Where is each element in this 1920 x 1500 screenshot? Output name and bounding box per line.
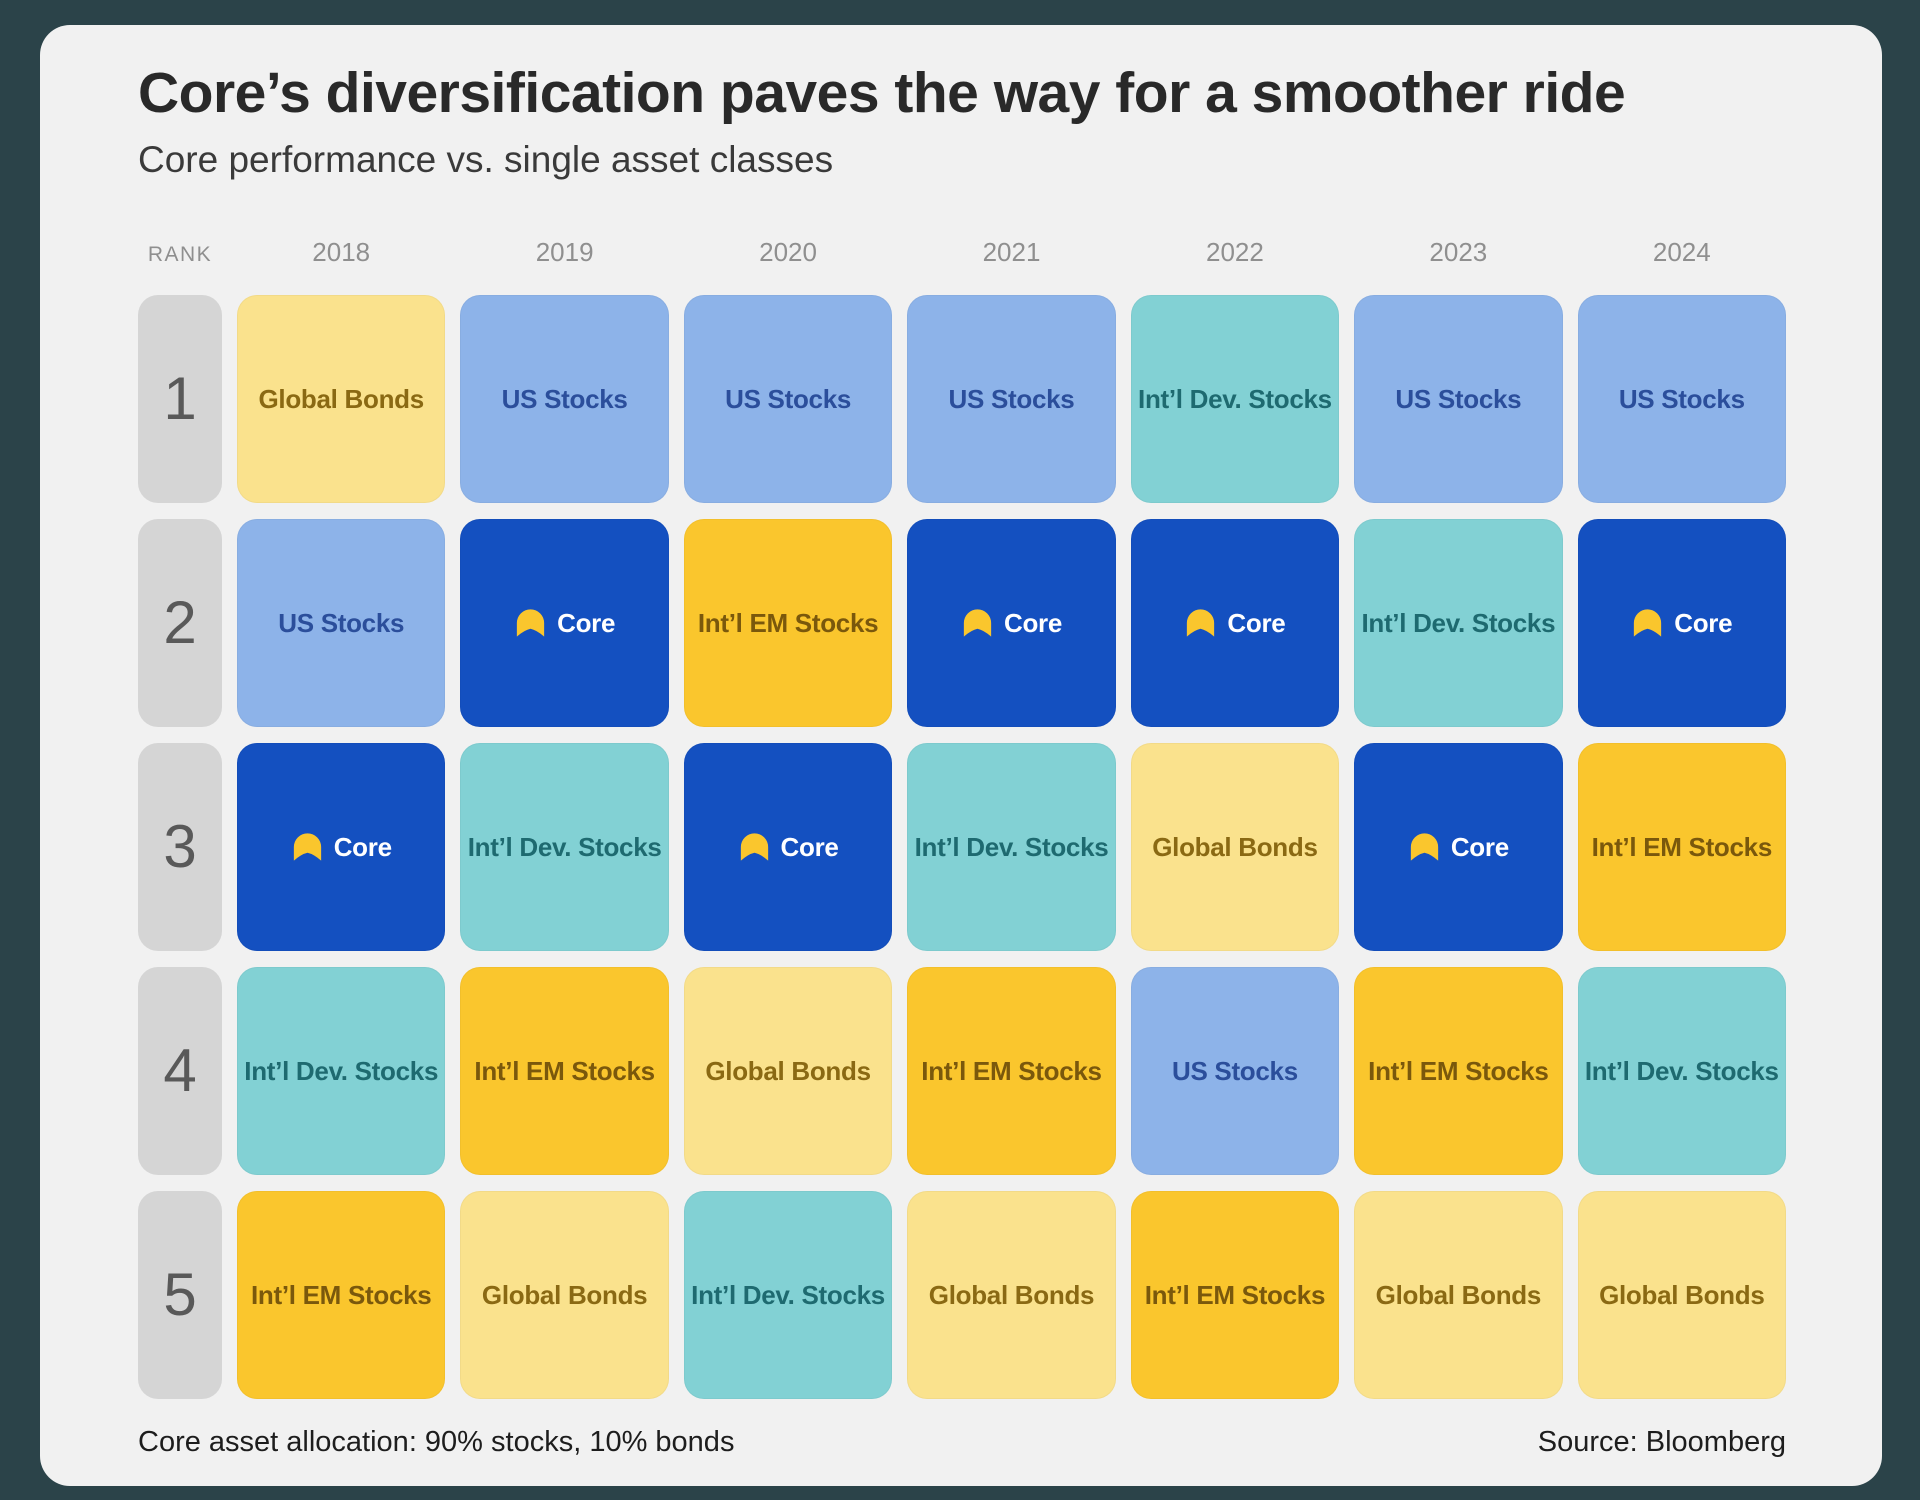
- asset-tile-2020-rank3: Core: [683, 742, 893, 951]
- core-logo-icon: [1187, 609, 1215, 637]
- rank-label-2: 2: [138, 518, 222, 727]
- asset-tile-2020-rank5: Int’l Dev. Stocks: [683, 1190, 893, 1399]
- asset-tile-2023-rank5: Global Bonds: [1354, 1190, 1563, 1399]
- asset-tile-2021-rank3: Int’l Dev. Stocks: [907, 742, 1116, 951]
- rank-label-4: 4: [138, 966, 222, 1175]
- asset-tile-2023-rank2: Int’l Dev. Stocks: [1354, 518, 1563, 727]
- asset-tile-2019-rank2: Core: [460, 518, 669, 727]
- asset-tile-2018-rank3: Core: [237, 742, 446, 951]
- asset-tile-2019-rank4: Int’l EM Stocks: [460, 966, 669, 1175]
- asset-tile-2018-rank5: Int’l EM Stocks: [237, 1190, 446, 1399]
- ranking-grid: RANK 2018 2019 2020 2021 2022 2023 2024 1 Global …: [138, 233, 1786, 1399]
- asset-tile-2023-rank4: Int’l EM Stocks: [1354, 966, 1563, 1175]
- core-logo-icon: [1634, 609, 1662, 637]
- year-header-2022: 2022: [1206, 236, 1264, 267]
- asset-label: Global Bonds: [1152, 831, 1318, 862]
- asset-tile-2018-rank2: US Stocks: [237, 518, 446, 727]
- asset-label: Global Bonds: [1599, 1279, 1765, 1310]
- asset-label: Int’l EM Stocks: [1144, 1279, 1326, 1310]
- asset-label: Global Bonds: [705, 1055, 871, 1086]
- asset-label: Core: [1003, 607, 1063, 638]
- asset-tile-2021-rank2: Core: [907, 518, 1116, 727]
- asset-tile-2024-rank5: Global Bonds: [1577, 1190, 1786, 1399]
- rank-column-header: RANK: [147, 242, 213, 266]
- core-logo-icon: [1410, 833, 1438, 861]
- asset-label: Int’l Dev. Stocks: [1138, 383, 1332, 414]
- asset-label: Int’l Dev. Stocks: [691, 1279, 885, 1310]
- asset-label: Core: [557, 607, 616, 638]
- asset-label: US Stocks: [1395, 383, 1522, 414]
- core-logo-icon: [963, 609, 992, 637]
- year-header-2019: 2019: [535, 236, 594, 267]
- chart-footer: Core asset allocation: 90% stocks, 10% b…: [138, 1425, 1786, 1460]
- asset-label: Global Bonds: [1375, 1279, 1542, 1310]
- footnote-allocation: Core asset allocation: 90% stocks, 10% b…: [138, 1425, 735, 1458]
- year-header-2018: 2018: [312, 236, 371, 267]
- asset-label: US Stocks: [1171, 1055, 1298, 1086]
- core-logo-icon: [740, 833, 768, 861]
- asset-tile-2024-rank4: Int’l Dev. Stocks: [1577, 966, 1786, 1175]
- asset-label: Core: [333, 831, 392, 862]
- asset-label: Int’l EM Stocks: [474, 1055, 655, 1086]
- asset-tile-2022-rank4: US Stocks: [1130, 966, 1340, 1175]
- asset-tile-2020-rank2: Int’l EM Stocks: [683, 518, 893, 727]
- rank-label-1: 1: [138, 294, 222, 503]
- asset-label: Int’l Dev. Stocks: [244, 1055, 439, 1086]
- year-header-2024: 2024: [1652, 236, 1711, 267]
- asset-label: Global Bonds: [928, 1279, 1095, 1310]
- asset-tile-2019-rank1: US Stocks: [460, 294, 669, 503]
- asset-label: Core: [780, 831, 839, 862]
- asset-tile-2021-rank1: US Stocks: [907, 294, 1116, 503]
- asset-label: Int’l EM Stocks: [921, 1055, 1102, 1086]
- asset-tile-2024-rank3: Int’l EM Stocks: [1577, 742, 1786, 951]
- core-logo-icon: [293, 833, 321, 861]
- asset-label: Int’l EM Stocks: [251, 1279, 432, 1310]
- asset-label: US Stocks: [278, 607, 405, 638]
- chart-title: Core’s diversification paves the way for…: [138, 61, 1626, 125]
- asset-tile-2023-rank3: Core: [1354, 742, 1563, 951]
- asset-label: Int’l Dev. Stocks: [1584, 1055, 1779, 1086]
- asset-label: US Stocks: [501, 383, 628, 414]
- asset-tile-2022-rank1: Int’l Dev. Stocks: [1130, 294, 1340, 503]
- asset-tile-2019-rank3: Int’l Dev. Stocks: [460, 742, 669, 951]
- asset-tile-2021-rank5: Global Bonds: [907, 1190, 1116, 1399]
- asset-label: Int’l EM Stocks: [1368, 1055, 1549, 1086]
- asset-tile-2023-rank1: US Stocks: [1354, 294, 1563, 503]
- asset-tile-2019-rank5: Global Bonds: [460, 1190, 669, 1399]
- year-header-2021: 2021: [982, 236, 1041, 267]
- asset-tile-2021-rank4: Int’l EM Stocks: [907, 966, 1116, 1175]
- asset-label: US Stocks: [1618, 383, 1745, 414]
- asset-tile-2022-rank5: Int’l EM Stocks: [1130, 1190, 1340, 1399]
- asset-tile-2018-rank1: Global Bonds: [237, 294, 446, 503]
- rank-label-5: 5: [138, 1190, 222, 1399]
- asset-label: Int’l EM Stocks: [697, 607, 879, 638]
- asset-tile-2024-rank2: Core: [1577, 518, 1786, 727]
- asset-label: Core: [1450, 831, 1509, 862]
- year-header-2020: 2020: [759, 236, 817, 267]
- source-label: Source: Bloomberg: [1537, 1425, 1786, 1458]
- core-logo-icon: [516, 609, 545, 637]
- asset-label: Int’l Dev. Stocks: [467, 831, 662, 862]
- asset-tile-2024-rank1: US Stocks: [1577, 294, 1786, 503]
- asset-tile-2022-rank3: Global Bonds: [1130, 742, 1340, 951]
- asset-label: Core: [1674, 607, 1733, 638]
- asset-label: Int’l EM Stocks: [1591, 831, 1773, 862]
- rank-label-3: 3: [138, 742, 222, 951]
- asset-label: Int’l Dev. Stocks: [914, 831, 1109, 862]
- chart-subtitle: Core performance vs. single asset classe…: [138, 138, 834, 180]
- chart-card: Core’s diversification paves the way for…: [40, 25, 1882, 1486]
- asset-label: Global Bonds: [481, 1279, 648, 1310]
- asset-tile-2018-rank4: Int’l Dev. Stocks: [237, 966, 446, 1175]
- year-header-2023: 2023: [1429, 236, 1488, 267]
- asset-label: US Stocks: [948, 383, 1075, 414]
- asset-tile-2020-rank4: Global Bonds: [683, 966, 893, 1175]
- asset-label: US Stocks: [725, 383, 852, 414]
- asset-label: Core: [1227, 607, 1286, 638]
- asset-tile-2020-rank1: US Stocks: [683, 294, 893, 503]
- asset-tile-2022-rank2: Core: [1130, 518, 1340, 727]
- asset-label: Int’l Dev. Stocks: [1361, 607, 1556, 638]
- asset-label: Global Bonds: [258, 383, 425, 414]
